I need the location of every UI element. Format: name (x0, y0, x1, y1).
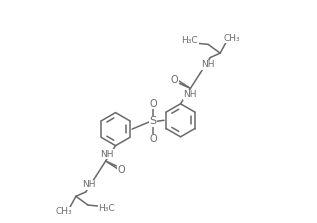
Text: O: O (149, 99, 157, 109)
Text: O: O (118, 165, 126, 175)
Text: S: S (149, 116, 157, 126)
Text: CH₃: CH₃ (223, 34, 240, 43)
Text: O: O (171, 74, 178, 85)
Text: NH: NH (201, 60, 214, 69)
Text: NH: NH (82, 180, 95, 189)
Text: O: O (149, 134, 157, 144)
Text: H₃C: H₃C (99, 204, 115, 213)
Text: CH₃: CH₃ (55, 207, 72, 216)
Text: NH: NH (100, 149, 114, 159)
Text: H₃C: H₃C (181, 36, 198, 45)
Text: NH: NH (184, 91, 197, 99)
